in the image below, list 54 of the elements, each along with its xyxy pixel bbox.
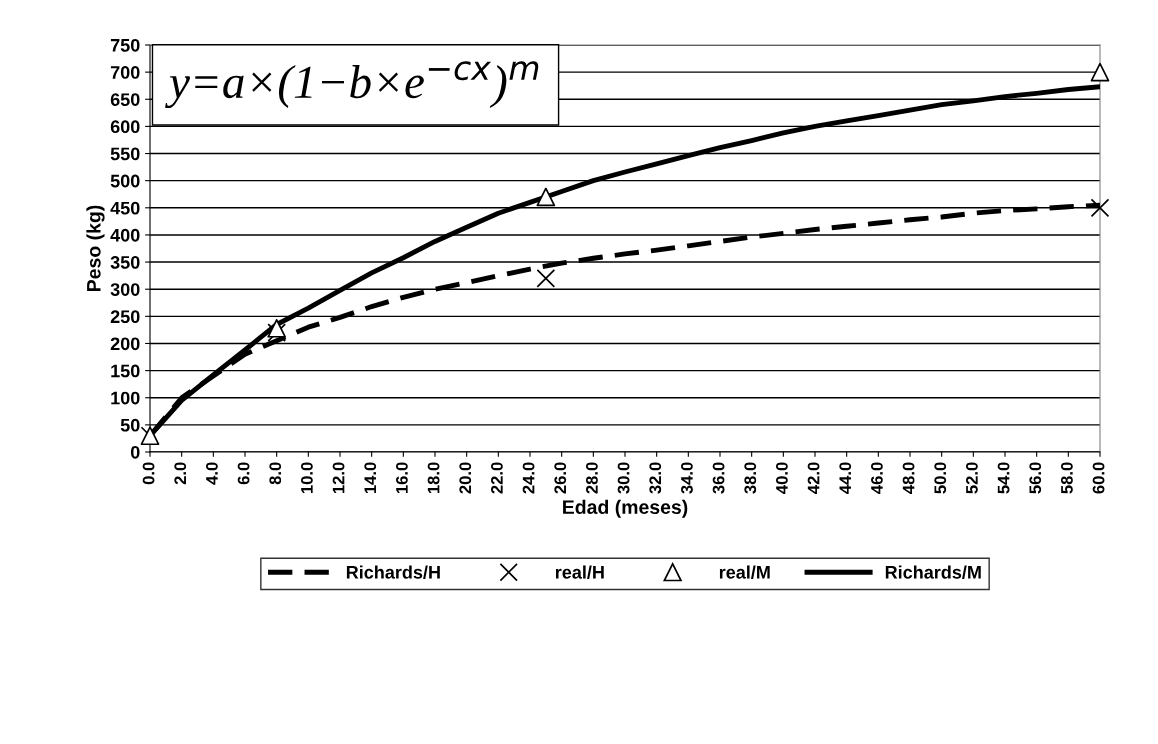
- x-tick-label: 42.0: [807, 462, 820, 494]
- x-tick-label: 32.0: [649, 462, 662, 494]
- x-tick-label: 2.0: [174, 462, 187, 485]
- y-tick-label: 400: [110, 228, 140, 242]
- x-tick-label: 48.0: [902, 462, 915, 494]
- x-tick-label: 18.0: [427, 462, 440, 494]
- x-tick-label: 26.0: [554, 462, 567, 494]
- x-tick-label: 16.0: [396, 462, 408, 494]
- x-tick-label: 46.0: [871, 462, 883, 494]
- y-tick-label: 700: [110, 66, 140, 79]
- y-tick-label: 600: [110, 120, 140, 134]
- annotation: y=a×(1−b×e$^{−cx}$)$^{m}$: [165, 61, 539, 109]
- legend-label: Richards/M: [885, 565, 981, 579]
- y-tick-label: 150: [111, 364, 140, 378]
- y-tick-label: 450: [110, 201, 140, 215]
- x-tick-label: 12.0: [332, 462, 345, 494]
- x-axis-title: Edad (meses): [563, 499, 688, 518]
- x-tick-label: 4.0: [206, 462, 218, 485]
- y-tick-label: 100: [111, 391, 140, 405]
- legend-label: real/H: [555, 565, 604, 579]
- y-tick-label: 750: [110, 38, 140, 52]
- y-tick-label: 650: [110, 93, 140, 106]
- x-tick-label: 10.0: [301, 462, 313, 494]
- x-tick-label: 22.0: [491, 462, 503, 494]
- x-tick-label: 60.0: [1092, 462, 1105, 494]
- y-tick-label: 350: [110, 256, 140, 269]
- x-tick-label: 20.0: [459, 462, 472, 494]
- x-tick-label: 40.0: [776, 462, 788, 494]
- x-tick-label: 6.0: [237, 462, 250, 485]
- y-tick-label: 50: [120, 418, 140, 432]
- y-tick-label: 0: [130, 445, 140, 459]
- x-tick-label: 24.0: [522, 462, 535, 494]
- x-tick-label: 44.0: [839, 462, 852, 494]
- x-tick-label: 34.0: [681, 462, 693, 494]
- x-tick-label: 36.0: [712, 462, 725, 494]
- y-tick-label: 500: [110, 174, 140, 188]
- x-tick-label: 58.0: [1061, 462, 1073, 494]
- y-tick-label: 200: [110, 337, 140, 351]
- y-tick-label: 300: [110, 283, 140, 296]
- x-tick-label: 50.0: [934, 462, 947, 494]
- x-tick-label: 56.0: [1029, 462, 1042, 494]
- x-tick-label: 14.0: [364, 462, 377, 494]
- legend-label: real/M: [719, 565, 770, 579]
- x-tick-label: 52.0: [966, 462, 978, 494]
- x-tick-label: 28.0: [586, 462, 598, 494]
- y-axis-title: Peso (kg): [86, 205, 105, 291]
- x-tick-label: 30.0: [617, 462, 630, 494]
- x-tick-label: 0.0: [142, 462, 155, 485]
- x-tick-label: 38.0: [744, 462, 757, 494]
- x-tick-label: 8.0: [269, 462, 282, 485]
- legend-label: Richards/H: [346, 565, 440, 579]
- y-tick-label: 550: [110, 147, 140, 161]
- x-tick-label: 54.0: [997, 462, 1010, 494]
- y-tick-label: 250: [110, 310, 140, 324]
